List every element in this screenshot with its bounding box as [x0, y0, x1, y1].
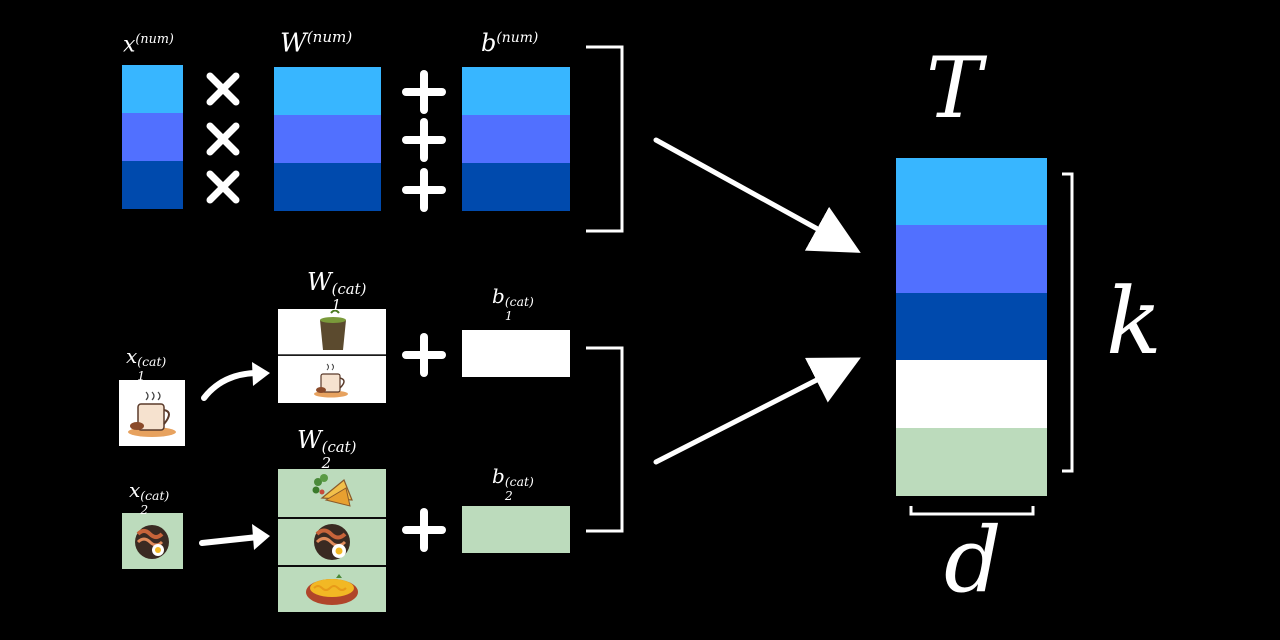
label-x1-cat: x (cat) 1	[126, 344, 166, 382]
bacon-egg-plate-icon	[314, 524, 350, 560]
w1-cat-matrix	[278, 309, 386, 403]
d-bracket	[909, 506, 1035, 516]
label-x2-cat-base: x	[129, 478, 141, 502]
b-num-vector	[462, 67, 570, 211]
plus-icon	[402, 168, 446, 212]
w-num-cell-3	[274, 163, 381, 211]
label-x1-cat-base: x	[126, 344, 138, 368]
b-num-cell-2	[462, 115, 570, 163]
label-w-num-sup: (num)	[306, 28, 353, 46]
label-w-num: W(num)	[280, 28, 353, 59]
t-row-1	[896, 158, 1047, 225]
coffee-cup-icon	[314, 363, 348, 398]
label-w2-cat-base: W	[297, 426, 322, 454]
label-b-num-sup: (num)	[496, 30, 539, 46]
x-num-cell-3	[122, 161, 183, 209]
label-b2-cat-sup: (cat)	[504, 474, 534, 490]
arrow-num-to-t	[653, 137, 861, 253]
label-b1-cat-base: b	[492, 284, 505, 308]
w-num-cell-1	[274, 67, 381, 115]
times-icon	[206, 72, 240, 106]
label-x1-cat-sub: 1	[137, 367, 146, 383]
label-w1-cat: W (cat) 1	[307, 268, 366, 313]
label-w2-cat: W (cat) 2	[297, 426, 356, 471]
label-w2-cat-sub: 2	[321, 454, 332, 473]
t-matrix	[896, 158, 1047, 496]
arrow-x1-head	[252, 362, 270, 386]
t-row-5	[896, 428, 1047, 496]
label-b1-cat-sup: (cat)	[504, 294, 534, 310]
label-w1-cat-base: W	[307, 268, 332, 296]
plus-operators-num	[402, 70, 446, 212]
t-row-4	[896, 360, 1047, 428]
w-num-cell-2	[274, 115, 381, 163]
label-b1-cat: b (cat) 1	[492, 284, 534, 322]
label-w1-cat-sup: (cat)	[331, 279, 367, 298]
arrow-cat-to-t	[653, 357, 861, 465]
b-num-cell-3	[462, 163, 570, 211]
x1-cat-box	[119, 380, 185, 446]
arrow-x2-head	[252, 524, 270, 550]
plus-icon	[402, 508, 446, 552]
label-b-num: b(num)	[481, 31, 538, 55]
t-row-2	[896, 225, 1047, 293]
label-x2-cat-sub: 2	[140, 501, 149, 517]
label-b2-cat-base: b	[492, 464, 505, 488]
times-icon	[206, 122, 240, 156]
label-x1-cat-sup: (cat)	[137, 354, 167, 370]
coffee-cup-icon	[128, 391, 176, 437]
label-x2-cat: x (cat) 2	[129, 478, 169, 516]
plus-icon	[402, 118, 446, 162]
label-x-num-base: x	[123, 32, 136, 58]
b-num-cell-1	[462, 67, 570, 115]
k-bracket	[1062, 172, 1074, 473]
label-k: k	[1106, 268, 1162, 375]
matcha-cup-icon	[320, 309, 346, 350]
label-x-num-sup: (num)	[135, 32, 174, 47]
label-d: d	[944, 508, 1002, 613]
t-row-3	[896, 293, 1047, 360]
w-num-matrix	[274, 67, 381, 211]
times-operators	[206, 72, 240, 204]
times-icon	[206, 170, 240, 204]
x-num-vector	[122, 65, 183, 209]
b2-cat-vector	[462, 506, 570, 553]
bracket-cat	[586, 346, 624, 533]
label-x2-cat-sup: (cat)	[140, 488, 170, 504]
label-t: T	[926, 39, 983, 137]
plus-icon	[402, 70, 446, 114]
plus-icon	[402, 333, 446, 377]
noodle-bowl-icon	[306, 574, 358, 605]
leaf-sandwich-icon	[312, 474, 353, 507]
w2-cat-matrix	[278, 469, 386, 612]
label-b-num-base: b	[481, 29, 497, 57]
x-num-cell-2	[122, 113, 183, 161]
label-b1-cat-sub: 1	[504, 307, 513, 323]
label-w1-cat-sub: 1	[331, 296, 342, 315]
arrow-x2-to-w2	[199, 534, 261, 546]
label-w2-cat-sup: (cat)	[321, 437, 357, 456]
label-w-num-base: W	[280, 28, 307, 59]
x2-cat-box	[122, 513, 183, 569]
label-b2-cat-sub: 2	[504, 487, 513, 503]
label-b2-cat: b (cat) 2	[492, 464, 534, 502]
label-x-num: x(num)	[123, 32, 174, 58]
b1-cat-vector	[462, 330, 570, 377]
x-num-cell-1	[122, 65, 183, 113]
bacon-egg-plate-icon	[135, 525, 169, 559]
bracket-num	[586, 45, 624, 233]
